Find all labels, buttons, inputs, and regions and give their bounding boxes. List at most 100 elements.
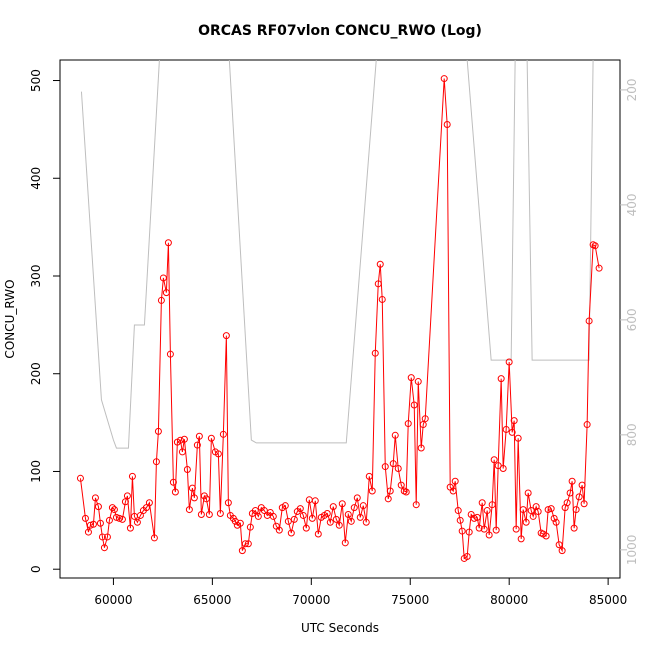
y-tick-label: 400 [29, 167, 43, 190]
data-point [159, 274, 167, 282]
data-point [544, 506, 552, 514]
y2-tick-label: 1000 [625, 535, 639, 566]
data-point [94, 503, 102, 511]
y-tick-label: 200 [29, 362, 43, 385]
data-point [505, 358, 513, 366]
data-point [494, 462, 502, 470]
data-point [475, 524, 483, 532]
data-point [244, 540, 252, 548]
y2-tick-label: 600 [625, 308, 639, 331]
data-point [591, 242, 599, 250]
data-point [353, 494, 361, 502]
series-line [79, 78, 600, 560]
data-point [338, 500, 346, 508]
data-point [332, 515, 340, 523]
data-point [296, 505, 304, 513]
data-point [311, 497, 319, 505]
data-point [188, 484, 196, 492]
data-point [157, 296, 165, 304]
plot-area [76, 60, 603, 562]
data-point [524, 489, 532, 497]
data-point [96, 519, 104, 527]
data-point [190, 494, 198, 502]
data-point [154, 427, 162, 435]
data-point [492, 526, 500, 534]
data-point [142, 504, 150, 512]
x-tick-label: 75000 [391, 593, 429, 607]
data-point [550, 514, 558, 522]
data-point [563, 499, 571, 507]
data-point [246, 523, 254, 531]
data-point [386, 487, 394, 495]
data-point [195, 432, 203, 440]
data-point [534, 508, 542, 516]
data-point [449, 487, 457, 495]
data-point [128, 472, 136, 480]
data-point [381, 463, 389, 471]
data-point [347, 517, 355, 525]
y-tick-label: 300 [29, 265, 43, 288]
data-point [216, 509, 224, 517]
data-point [512, 525, 520, 533]
data-point [222, 332, 230, 340]
data-point [110, 506, 118, 514]
data-point [514, 434, 522, 442]
data-point [224, 499, 232, 507]
data-point [451, 477, 459, 485]
data-point [517, 535, 525, 543]
data-point [251, 507, 259, 515]
data-point [502, 425, 510, 433]
data-point [136, 511, 144, 519]
data-point [126, 524, 134, 532]
data-point [389, 460, 397, 468]
data-point [465, 528, 473, 536]
data-point [197, 510, 205, 518]
data-point [205, 510, 213, 518]
data-point [547, 505, 555, 513]
series-line [80, 60, 594, 449]
data-point [183, 466, 191, 474]
data-point [585, 317, 593, 325]
data-point [254, 512, 262, 520]
y-axis-label: CONCU_RWO [3, 279, 17, 358]
data-point [269, 512, 277, 520]
data-point [490, 456, 498, 464]
data-point [150, 534, 158, 542]
data-point [314, 530, 322, 538]
data-point [164, 239, 172, 247]
data-point [112, 513, 120, 521]
x-tick-label: 60000 [94, 593, 132, 607]
data-point [207, 434, 215, 442]
data-point [115, 514, 123, 522]
data-point [421, 415, 429, 423]
data-point [570, 524, 578, 532]
data-point [580, 500, 588, 508]
data-point [417, 444, 425, 452]
data-point [89, 520, 97, 528]
data-point [454, 507, 462, 515]
data-point [118, 515, 126, 523]
data-point [323, 509, 331, 517]
data-point [566, 489, 574, 497]
data-point [105, 516, 113, 524]
data-point [575, 493, 583, 501]
data-point [470, 514, 478, 522]
data-point [414, 378, 422, 386]
data-point [558, 547, 566, 555]
data-point [329, 503, 337, 511]
data-point [241, 540, 249, 548]
data-point [214, 450, 222, 458]
data-point [299, 511, 307, 519]
data-point [100, 544, 108, 552]
data-point [86, 521, 94, 529]
data-point [362, 518, 370, 526]
data-point [287, 529, 295, 537]
data-point [236, 519, 244, 527]
data-point [108, 504, 116, 512]
data-point [344, 510, 352, 518]
data-point [284, 517, 292, 525]
x-tick-label: 70000 [292, 593, 330, 607]
data-point [572, 506, 580, 514]
data-point [350, 504, 358, 512]
data-point [410, 401, 418, 409]
